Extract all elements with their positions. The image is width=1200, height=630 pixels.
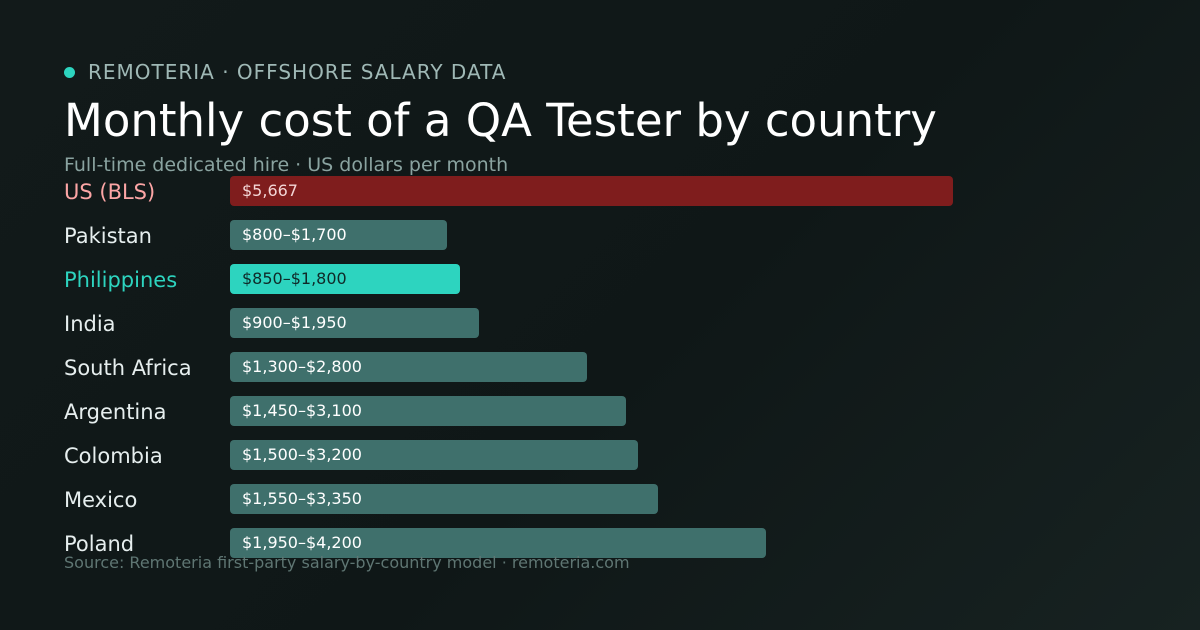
data-label-mexico: $1,550–$3,350	[242, 489, 362, 508]
data-label-south-africa: $1,300–$2,800	[242, 357, 362, 376]
bar-philippines: $850–$1,800	[230, 264, 460, 294]
category-label-argentina: Argentina	[64, 400, 167, 424]
brand-label: REMOTERIA · OFFSHORE SALARY DATA	[88, 60, 507, 84]
category-label-pakistan: Pakistan	[64, 224, 152, 248]
source-note: Source: Remoteria first-party salary-by-…	[64, 553, 630, 572]
data-label-poland: $1,950–$4,200	[242, 533, 362, 552]
category-label-us-bls: US (BLS)	[64, 180, 156, 204]
brand-header: REMOTERIA · OFFSHORE SALARY DATA	[64, 60, 506, 84]
data-label-pakistan: $800–$1,700	[242, 225, 347, 244]
bar-poland: $1,950–$4,200	[230, 528, 766, 558]
data-label-colombia: $1,500–$3,200	[242, 445, 362, 464]
brand-dot-icon	[64, 66, 75, 78]
bar-india: $900–$1,950	[230, 308, 479, 338]
category-label-mexico: Mexico	[64, 488, 138, 512]
category-label-poland: Poland	[64, 532, 135, 556]
bar-south-africa: $1,300–$2,800	[230, 352, 587, 382]
chart-title: Monthly cost of a QA Tester by country	[64, 94, 937, 147]
bar-argentina: $1,450–$3,100	[230, 396, 626, 426]
bar-colombia: $1,500–$3,200	[230, 440, 638, 470]
category-label-south-africa: South Africa	[64, 356, 192, 380]
bar-pakistan: $800–$1,700	[230, 220, 447, 250]
data-label-argentina: $1,450–$3,100	[242, 401, 362, 420]
data-label-philippines: $850–$1,800	[242, 269, 347, 288]
category-label-colombia: Colombia	[64, 444, 163, 468]
data-label-india: $900–$1,950	[242, 313, 347, 332]
category-label-philippines: Philippines	[64, 268, 178, 292]
data-label-us-bls: $5,667	[242, 181, 298, 200]
chart-subtitle: Full-time dedicated hire · US dollars pe…	[64, 154, 509, 176]
bar-mexico: $1,550–$3,350	[230, 484, 658, 514]
category-label-india: India	[64, 312, 116, 336]
bar-us-bls: $5,667	[230, 176, 953, 206]
